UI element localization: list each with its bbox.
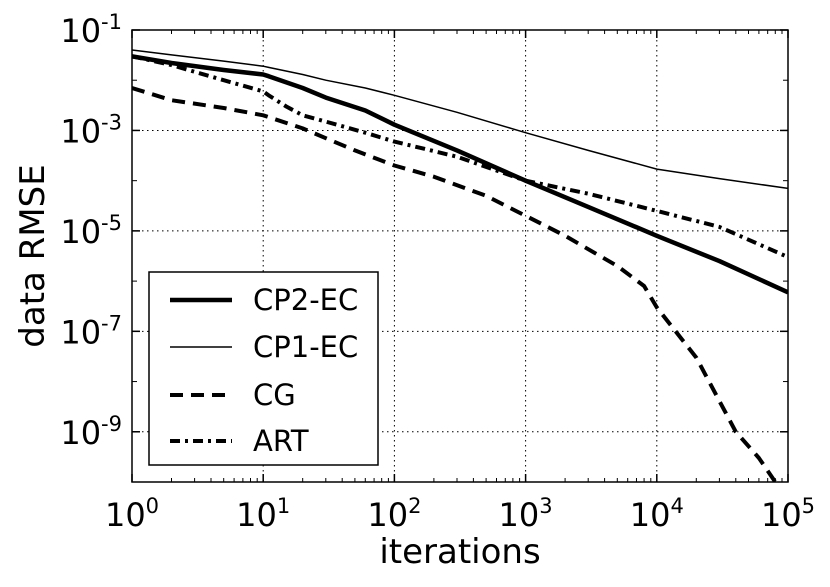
series-line-cp1-ec (132, 49, 788, 190)
y-tick-base: 10 (60, 213, 101, 251)
y-tick-label: 10-1 (60, 10, 122, 50)
x-tick-label: 102 (367, 494, 421, 534)
y-tick-base: 10 (60, 313, 101, 351)
x-tick-base: 10 (236, 496, 277, 534)
x-tick-exponent: 3 (539, 494, 552, 518)
y-tick-label: 10-7 (60, 311, 122, 351)
x-tick-label: 101 (236, 494, 290, 534)
y-tick-labels: 10-110-310-510-710-9 (60, 10, 122, 452)
x-tick-labels: 100 101 102 103 104 105 (105, 494, 815, 534)
x-tick-label: 103 (499, 494, 553, 534)
plot-frame (131, 29, 789, 483)
x-tick-base: 10 (630, 496, 671, 534)
x-axis-label: iterations (379, 532, 540, 572)
x-tick-exponent: 1 (277, 494, 290, 518)
y-tick-exponent: -5 (101, 211, 122, 235)
legend-label-cp1-ec: CP1-EC (253, 330, 358, 364)
y-tick-label: 10-3 (60, 110, 122, 150)
y-tick-exponent: -1 (101, 10, 122, 34)
series-line-cp2-ec (132, 54, 788, 295)
x-tick-exponent: 4 (670, 494, 683, 518)
x-tick-label: 104 (630, 494, 684, 534)
legend: CP2-EC CP1-EC CG ART (148, 271, 379, 466)
legend-label-cg: CG (253, 378, 296, 412)
x-tick-exponent: 0 (146, 494, 159, 518)
y-tick-label: 10-9 (60, 412, 122, 452)
legend-label-cp2-ec: CP2-EC (253, 283, 358, 317)
x-tick-base: 10 (761, 496, 802, 534)
y-tick-exponent: -7 (101, 311, 122, 335)
x-tick-label: 100 (105, 494, 159, 534)
x-tick-exponent: 2 (408, 494, 421, 518)
x-tick-base: 10 (499, 496, 540, 534)
y-tick-label: 10-5 (60, 211, 122, 251)
x-tick-label: 105 (761, 494, 815, 534)
series-line-cg (132, 86, 777, 482)
legend-label-art: ART (253, 424, 309, 458)
legend-box (148, 271, 379, 466)
grid (132, 30, 788, 482)
ticks (131, 29, 789, 483)
x-tick-base: 10 (367, 496, 408, 534)
x-tick-base: 10 (105, 496, 146, 534)
x-tick-exponent: 5 (802, 494, 815, 518)
y-tick-base: 10 (60, 12, 101, 50)
y-tick-exponent: -3 (101, 110, 122, 134)
y-axis-label: data RMSE (13, 164, 53, 347)
series-group (132, 49, 788, 482)
y-tick-base: 10 (60, 112, 101, 150)
y-tick-exponent: -9 (101, 412, 122, 436)
y-tick-base: 10 (60, 414, 101, 452)
series-line-art (132, 54, 788, 259)
